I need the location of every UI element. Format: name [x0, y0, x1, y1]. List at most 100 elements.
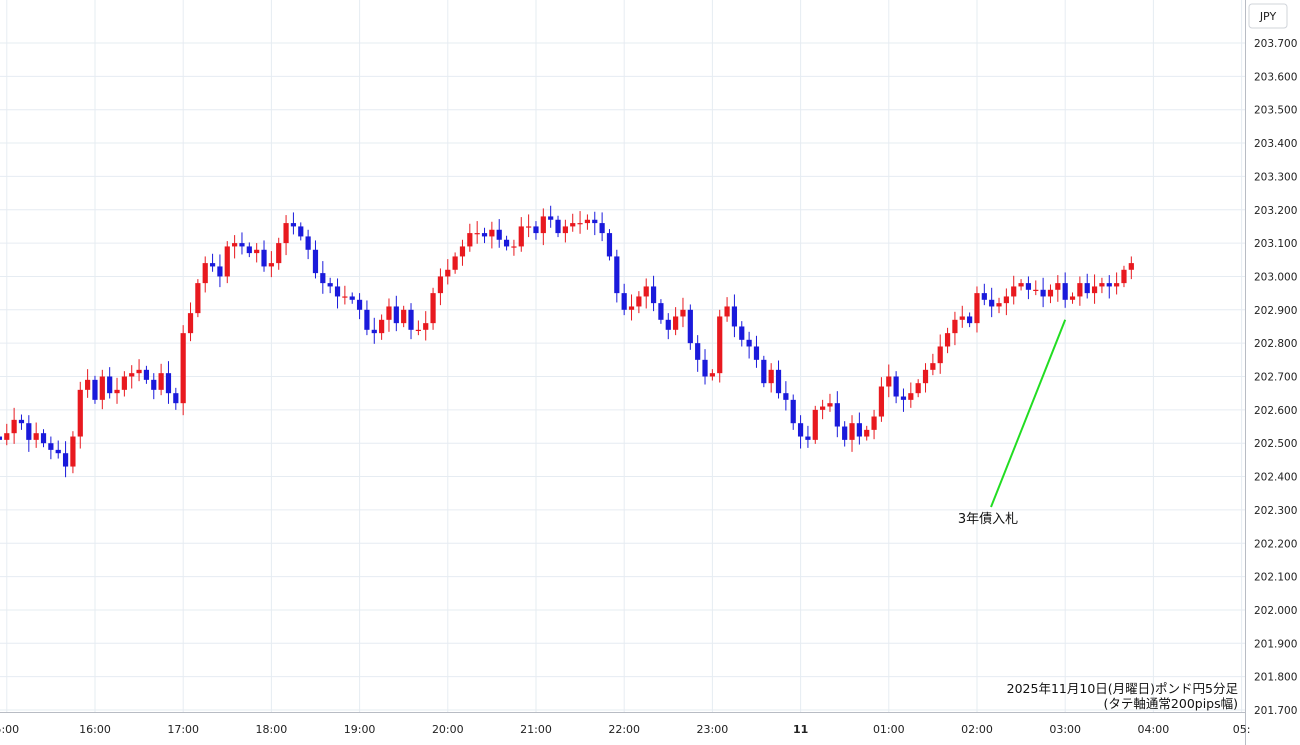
y-tick-label: 203.300 [1254, 171, 1297, 183]
candle [459, 239, 466, 266]
candle-body [217, 266, 223, 277]
candle-body [430, 293, 436, 324]
candle-body [26, 423, 32, 440]
candle-body [967, 316, 973, 324]
candle [452, 252, 458, 274]
candle-body [423, 323, 429, 330]
candle [856, 412, 862, 445]
candle-body [239, 243, 245, 247]
candle [386, 298, 392, 332]
candle [1114, 272, 1120, 295]
candle-body [658, 303, 664, 320]
candle [143, 365, 150, 384]
candle [334, 278, 341, 309]
candle [893, 371, 899, 404]
candle-body [224, 246, 230, 277]
candle-body [974, 293, 980, 324]
candle [1047, 284, 1054, 304]
candle [364, 300, 370, 336]
candle-body [18, 419, 25, 424]
candle [107, 367, 113, 399]
candle [393, 295, 399, 332]
candle-body [761, 359, 767, 384]
candle [790, 394, 796, 430]
candle-body [511, 246, 517, 248]
candle-body [0, 436, 3, 440]
candle [915, 379, 921, 398]
candle-body [459, 246, 466, 257]
candle [496, 219, 502, 248]
candle-body [85, 379, 91, 390]
candle [739, 321, 745, 347]
candle-body [1091, 286, 1098, 294]
candle-body [621, 293, 627, 310]
candle [636, 291, 642, 314]
candle [768, 363, 774, 393]
candle-body [1062, 283, 1068, 300]
candle-body [77, 389, 83, 437]
candle-body [202, 263, 208, 284]
candle-body [606, 233, 613, 257]
candle [158, 363, 164, 396]
candle-body [334, 286, 341, 297]
candle-body [555, 219, 561, 234]
candle-body [290, 223, 297, 227]
candle [0, 436, 3, 440]
candle [320, 261, 326, 294]
candle-body [489, 229, 495, 237]
candle [1099, 277, 1105, 294]
candle-body [562, 226, 568, 234]
candle [650, 275, 657, 312]
candle-body [327, 283, 333, 287]
candle [1011, 275, 1017, 305]
candle [981, 283, 987, 306]
candle-body [4, 433, 10, 440]
candle-body [805, 436, 811, 440]
candle [298, 222, 304, 241]
candle [864, 425, 870, 441]
annotation-label: 3年債入札 [958, 512, 1018, 527]
x-tick-label: 11 [793, 723, 808, 736]
candle-body [944, 333, 951, 347]
candle [695, 335, 701, 372]
x-tick-label: 19:00 [344, 723, 376, 736]
candle-body [209, 263, 216, 267]
candle-body [834, 403, 840, 427]
candle-body [276, 243, 282, 264]
candle [114, 377, 120, 404]
candle-body [158, 373, 164, 390]
candle-body [526, 226, 532, 228]
candle-body [1106, 283, 1112, 287]
candle-body [1033, 289, 1039, 291]
candle [614, 249, 620, 303]
candle [834, 391, 840, 438]
candle-body [1011, 286, 1017, 297]
candle-body [254, 249, 260, 254]
candle [908, 382, 914, 408]
candle-body [114, 389, 120, 394]
candle [70, 431, 76, 474]
candle-body [1084, 283, 1090, 294]
candle [584, 214, 591, 230]
x-tick-label: 18:00 [256, 723, 288, 736]
candle [165, 361, 172, 404]
candle-body [533, 226, 539, 234]
candle [922, 363, 929, 393]
currency-unit-box [1248, 3, 1288, 29]
candle [327, 277, 333, 294]
candle-body [790, 399, 796, 424]
y-tick-label: 203.600 [1254, 71, 1297, 83]
candle-body [415, 329, 421, 332]
currency-unit-label: JPY [1259, 10, 1277, 23]
candle-body [107, 376, 113, 394]
y-tick-label: 202.900 [1254, 305, 1297, 317]
candle-body [1077, 283, 1083, 297]
candle [474, 221, 480, 244]
candle-body [864, 429, 870, 437]
x-tick-label: 20:00 [432, 723, 464, 736]
candle-body [540, 216, 546, 234]
candle [445, 259, 451, 285]
candle [261, 240, 267, 272]
candle [195, 279, 201, 318]
candle [305, 229, 311, 260]
